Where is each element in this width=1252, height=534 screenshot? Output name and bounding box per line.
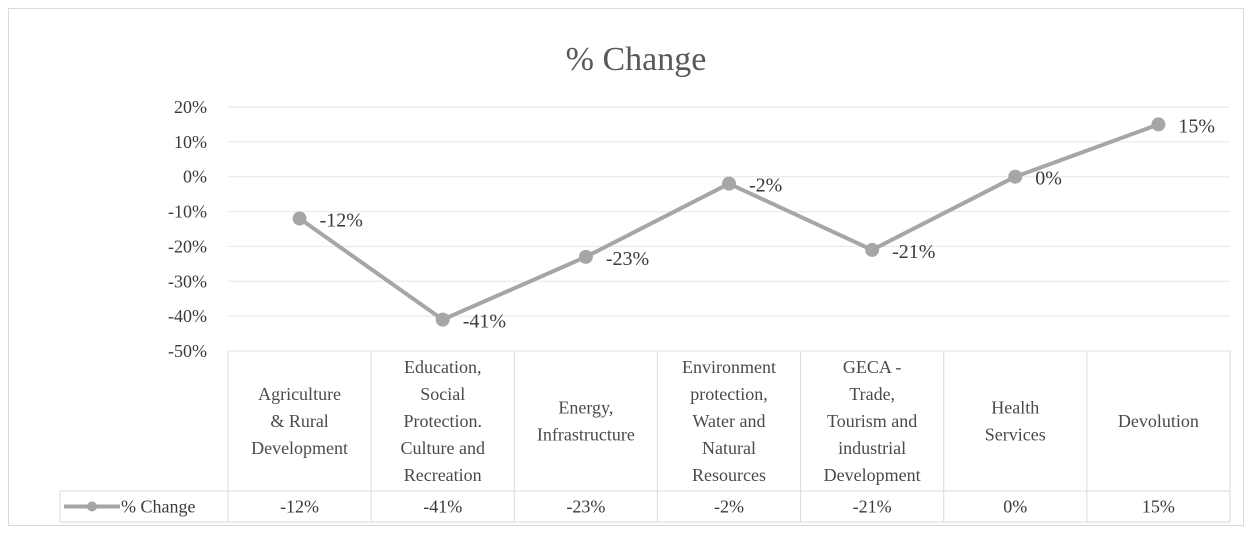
data-label: -2% [749, 175, 782, 197]
category-label: Water and [692, 411, 765, 431]
table-value: -41% [423, 497, 462, 517]
table-value: -2% [714, 497, 744, 517]
series-line-path [298, 122, 1160, 322]
legend-marker [87, 501, 97, 512]
gridlines [228, 106, 1230, 352]
y-tick-label: -50% [168, 341, 207, 361]
category-label: Education, [404, 357, 481, 377]
chart-frame [8, 8, 1244, 526]
category-label: Devolution [1118, 411, 1199, 431]
category-label: Services [985, 425, 1046, 445]
category-label: Environment [682, 357, 776, 377]
category-label: GECA - [843, 357, 902, 377]
category-label: Health [991, 398, 1039, 418]
data-table: Agriculture & Rural Development Education, S… [59, 351, 1231, 523]
data-point [435, 312, 450, 327]
data-label: 15% [1178, 115, 1215, 137]
y-tick-label: -20% [168, 236, 207, 256]
category-label: Protection. [403, 411, 482, 431]
table-value: -12% [280, 497, 319, 517]
data-label: -21% [892, 241, 935, 263]
category-label: Development [824, 465, 921, 485]
data-label: -12% [320, 210, 363, 232]
table-value: 0% [1003, 497, 1027, 517]
table-value: 15% [1142, 497, 1175, 517]
category-label: Natural [702, 438, 756, 458]
category-label: Infrastructure [537, 425, 635, 445]
category-label: Culture and [400, 438, 484, 458]
category-label: Tourism and [827, 411, 917, 431]
y-tick-label: 20% [174, 97, 207, 117]
category-label: Recreation [404, 465, 482, 485]
data-point [1151, 117, 1166, 132]
data-label: -23% [606, 248, 649, 270]
series-line [292, 117, 1166, 327]
table-value: -23% [566, 497, 605, 517]
data-point [1008, 169, 1023, 184]
y-axis: 20% 10% 0% -10% -20% -30% -40% -50% [168, 97, 207, 361]
category-label: Agriculture [258, 384, 341, 404]
y-tick-label: -10% [168, 202, 207, 222]
y-tick-label: 0% [183, 167, 207, 187]
data-label: -41% [463, 311, 506, 333]
category-label: & Rural [270, 411, 329, 431]
category-label: Development [251, 438, 348, 458]
y-tick-label: -30% [168, 271, 207, 291]
chart-title: % Change [566, 41, 707, 78]
data-point [292, 211, 307, 226]
category-label: industrial [838, 438, 906, 458]
data-point [722, 176, 736, 191]
data-labels: -12% -41% -23% -2% -21% 0% 15% [320, 115, 1216, 332]
category-label: Trade, [849, 384, 895, 404]
category-label: protection, [690, 384, 767, 404]
y-tick-label: 10% [174, 132, 207, 152]
y-tick-label: -40% [168, 306, 207, 326]
category-label: Resources [692, 465, 766, 485]
category-label: Energy, [558, 398, 613, 418]
data-label: 0% [1035, 168, 1062, 190]
data-point [578, 249, 593, 264]
legend-label: % Change [121, 497, 195, 517]
table-value: -21% [853, 497, 892, 517]
category-label: Social [420, 384, 465, 404]
data-point [865, 242, 880, 257]
